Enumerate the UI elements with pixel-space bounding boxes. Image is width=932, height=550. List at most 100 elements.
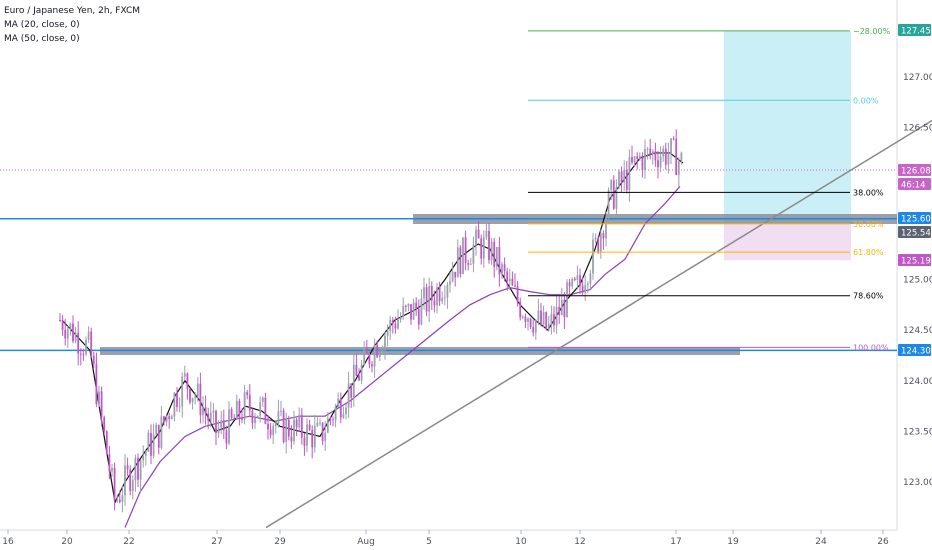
time-tick-label: 17 [670,537,681,547]
price-tick-label: 124.500 [903,326,932,336]
price-tag-text: 126.082 [901,167,932,177]
candle-body [306,424,308,446]
candle-body [368,353,371,365]
candle-body [493,241,496,267]
candle-body [425,287,428,312]
candle-body [672,138,675,140]
candle-body [417,309,420,325]
ma20-legend[interactable]: MA (20, close, 0) [4,20,80,30]
candle-body [358,375,360,381]
fib-level-label: 100.00% [853,343,889,352]
time-tick-label: 12 [574,537,585,547]
candle-body [607,189,610,218]
candle-body [605,217,607,239]
candle-body [79,353,82,355]
candle-body [207,413,210,421]
price-tick-label: 123.000 [903,478,932,488]
candle-body [233,417,236,420]
candle-body [280,410,282,412]
candle-body [506,271,509,282]
candle-body [287,419,290,437]
candle-body [625,169,628,191]
symbol-title[interactable]: Euro / Japanese Yen, 2h, FXCM [4,6,141,16]
price-tag [898,24,931,36]
candle-body [446,284,449,298]
candle-body [566,282,568,318]
candle-body [659,156,662,168]
candle-body [313,426,316,448]
candle-body [222,420,225,431]
candle-body [342,413,345,418]
candle-body [352,364,355,398]
candle-body [282,410,285,442]
candle-body [441,297,444,302]
candle-body [397,319,399,329]
candle-body [516,286,519,302]
candle-body [134,457,137,481]
candle-body [129,469,132,491]
ma20-line [61,152,684,505]
time-tick-label: 20 [61,537,73,547]
price-tag [898,254,931,266]
candle-body [459,247,462,275]
candle-body [269,429,272,436]
time-tick-label: 10 [515,537,527,547]
candle-body [472,245,475,264]
candle-body [321,422,324,441]
fib-level-label: −28.00% [853,27,891,36]
candle-body [150,432,152,456]
candle-body [217,428,220,434]
candle-body [592,239,594,274]
candle-body [360,364,363,381]
ma50-legend[interactable]: MA (50, close, 0) [4,34,80,44]
candle-body [259,402,262,416]
candle-body [412,302,415,320]
candle-body [157,424,160,448]
candle-body [620,171,623,183]
candle-body [215,410,217,434]
candle-body [69,323,72,330]
candle-body [490,241,493,261]
candle-body [189,388,191,403]
candle-body [298,414,301,428]
time-tick-label: 24 [815,537,827,547]
candle-body [92,355,95,364]
price-tag-text: 127.455 [901,27,932,37]
candle-body [111,467,113,472]
candle-body [316,422,319,427]
candle-body [64,329,67,339]
candle-body [308,424,311,430]
candle-body [103,417,106,432]
candle-body [118,499,121,502]
candle-body [332,419,334,421]
candle-body [319,422,321,424]
candle-body [347,383,350,408]
candle-body [633,156,636,163]
candle-body [568,282,571,287]
time-tick-label: Aug [357,537,375,547]
candle-body [402,305,405,318]
candle-body [599,233,602,252]
candle-body [243,392,246,420]
candle-body [597,237,600,252]
candle-body [267,423,269,430]
candle-body [155,424,158,435]
target-zone [724,30,851,225]
candle-body [584,285,587,293]
candle-body [550,314,553,324]
candle-body [545,312,548,330]
candle-body [462,237,464,275]
candle-body [337,398,340,407]
candle-body [144,451,147,456]
candle-body [74,332,77,342]
price-tick-label: 123.500 [903,427,932,437]
candle-body [66,329,69,339]
candle-body [662,148,665,157]
candle-body [90,331,93,356]
candle-body [228,409,230,444]
candle-body [121,495,124,502]
candle-body [147,432,150,452]
candle-body [628,157,631,191]
candle-body [680,152,683,161]
